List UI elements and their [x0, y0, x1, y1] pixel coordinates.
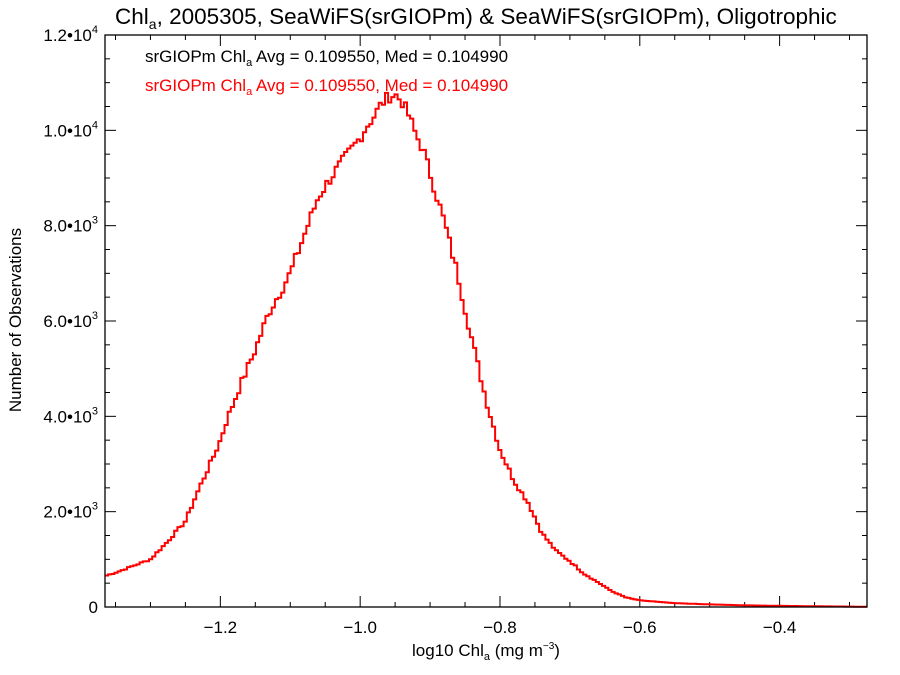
title-rest: , 2005305, SeaWiFS(srGIOPm) & SeaWiFS(sr…	[157, 4, 837, 29]
y-tick-mantissa: 1.0•10	[43, 121, 92, 140]
x-label-mid: (mg m	[490, 641, 543, 660]
x-tick-label: −1.0	[343, 618, 377, 637]
y-tick-label: 1.2•104	[43, 24, 98, 45]
legend-red-pre: srGIOPm Chl	[145, 76, 246, 95]
plot-frame	[104, 34, 868, 608]
histogram-series-line	[105, 91, 868, 608]
x-label-pre: log10 Chl	[412, 641, 484, 660]
x-tick-label: −1.2	[204, 618, 238, 637]
y-tick-exponent: 3	[92, 405, 98, 417]
y-tick-exponent: 4	[92, 24, 98, 36]
y-tick-label: 8.0•103	[43, 215, 98, 236]
y-tick-label: 2.0•103	[43, 501, 98, 522]
y-tick-label: 4.0•103	[43, 405, 98, 426]
x-label-sub: a	[484, 651, 491, 663]
legend-black-post: Avg = 0.109550, Med = 0.104990	[252, 47, 508, 66]
y-tick-exponent: 3	[92, 310, 98, 322]
title-main: Chl	[115, 4, 149, 29]
y-axis-label: Number of Observations	[6, 228, 25, 412]
x-tick-label: −0.6	[623, 618, 657, 637]
y-tick-exponent: 3	[92, 215, 98, 227]
y-tick-mantissa: 1.2•10	[43, 26, 92, 45]
legend-black-sub: a	[246, 57, 253, 69]
x-label-post: )	[554, 641, 560, 660]
legend-black-pre: srGIOPm Chl	[145, 47, 246, 66]
x-axis-label: log10 Chla (mg m−3)	[412, 641, 560, 663]
y-tick-label: 0	[89, 598, 98, 617]
y-tick-exponent: 3	[92, 501, 98, 513]
legend-entry-black: srGIOPm Chla Avg = 0.109550, Med = 0.104…	[145, 47, 508, 69]
y-tick-label: 6.0•103	[43, 310, 98, 331]
y-tick-mantissa: 0	[89, 598, 98, 617]
title-subscript: a	[149, 16, 157, 32]
chart-title: Chla, 2005305, SeaWiFS(srGIOPm) & SeaWiF…	[115, 4, 837, 32]
x-label-sup: −3	[543, 641, 555, 652]
y-tick-label: 1.0•104	[43, 119, 98, 140]
x-tick-label: −0.4	[763, 618, 797, 637]
y-tick-mantissa: 4.0•10	[43, 407, 92, 426]
x-tick-label: −0.8	[483, 618, 517, 637]
y-tick-mantissa: 8.0•10	[43, 217, 92, 236]
y-tick-exponent: 4	[92, 119, 98, 131]
y-tick-mantissa: 6.0•10	[43, 312, 92, 331]
legend-entry-red: srGIOPm Chla Avg = 0.109550, Med = 0.104…	[145, 76, 508, 98]
legend-red-sub: a	[246, 86, 253, 98]
y-tick-mantissa: 2.0•10	[43, 503, 92, 522]
legend-red-post: Avg = 0.109550, Med = 0.104990	[252, 76, 508, 95]
